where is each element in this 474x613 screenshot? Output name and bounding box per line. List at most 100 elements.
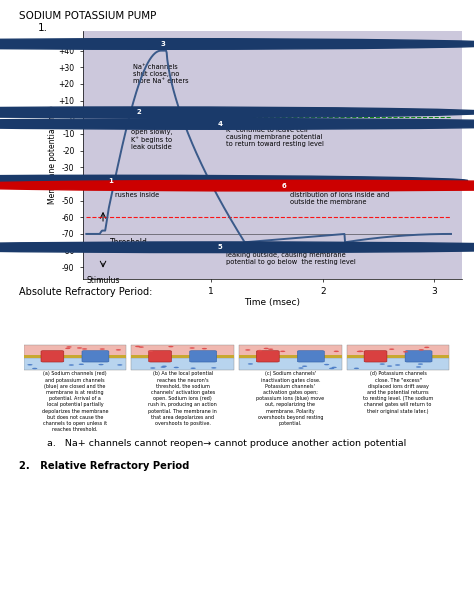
Circle shape — [69, 364, 74, 366]
Bar — [24, 356, 126, 357]
Text: 4: 4 — [218, 121, 223, 127]
Text: (c) Sodium channels'
inactivation gates close.
Potassium channels'
activation ga: (c) Sodium channels' inactivation gates … — [256, 371, 324, 426]
Circle shape — [416, 366, 421, 368]
Bar — [131, 345, 234, 357]
Bar — [347, 357, 449, 370]
Circle shape — [324, 364, 329, 365]
Circle shape — [380, 364, 385, 365]
Circle shape — [66, 346, 72, 348]
Circle shape — [0, 119, 474, 129]
Bar — [347, 356, 449, 357]
Circle shape — [302, 365, 307, 367]
Circle shape — [117, 364, 122, 366]
FancyBboxPatch shape — [149, 351, 172, 362]
Bar — [239, 357, 342, 359]
Circle shape — [245, 349, 250, 351]
Circle shape — [202, 348, 207, 349]
Text: (a) Sodium channels (red)
and potassium channels
(blue) are closed and the
membr: (a) Sodium channels (red) and potassium … — [42, 371, 108, 432]
Text: 2.   Relative Refractory Period: 2. Relative Refractory Period — [19, 461, 189, 471]
Text: (b) As the local potential
reaches the neuron's
threshold, the sodium
channels' : (b) As the local potential reaches the n… — [148, 371, 217, 426]
Circle shape — [138, 346, 144, 348]
Circle shape — [79, 364, 84, 365]
Text: 2: 2 — [137, 109, 141, 115]
Bar — [131, 357, 234, 359]
Circle shape — [148, 351, 153, 352]
Circle shape — [418, 364, 423, 365]
Circle shape — [358, 351, 364, 352]
Circle shape — [190, 347, 195, 349]
Text: K⁺ channels close slowly, K⁺ keeps
leaking outside, causing membrane
potential t: K⁺ channels close slowly, K⁺ keeps leaki… — [226, 244, 356, 265]
Text: Absolute Refractory Period:: Absolute Refractory Period: — [19, 287, 152, 297]
Circle shape — [82, 348, 87, 349]
Text: a.   Na+ channels cannot reopen→ cannot produce another action potential: a. Na+ channels cannot reopen→ cannot pr… — [47, 439, 407, 448]
Circle shape — [162, 365, 167, 367]
X-axis label: Time (msec): Time (msec) — [245, 298, 301, 306]
Bar — [24, 357, 126, 370]
Circle shape — [389, 348, 394, 350]
Bar — [24, 357, 126, 359]
FancyBboxPatch shape — [82, 351, 109, 362]
Circle shape — [32, 368, 37, 369]
Circle shape — [77, 347, 82, 349]
Circle shape — [331, 367, 337, 368]
Circle shape — [403, 351, 408, 352]
Bar — [347, 357, 449, 359]
Circle shape — [150, 367, 155, 369]
Text: 5: 5 — [218, 244, 222, 250]
Text: Threshold: Threshold — [109, 238, 147, 247]
Bar — [239, 356, 342, 357]
Bar — [239, 345, 342, 357]
Text: (d) Potassium channels
close. The "excess"
displaced ions drift away
and the pot: (d) Potassium channels close. The "exces… — [363, 371, 433, 414]
Bar — [24, 345, 126, 357]
Circle shape — [211, 367, 217, 368]
Text: 1: 1 — [109, 178, 113, 184]
Text: 3: 3 — [161, 41, 166, 47]
Circle shape — [135, 346, 140, 347]
Circle shape — [173, 367, 179, 368]
Circle shape — [0, 39, 474, 49]
Circle shape — [298, 367, 303, 369]
Text: Na⁺ channels
shut close, no
more Na⁺ enters: Na⁺ channels shut close, no more Na⁺ ent… — [133, 64, 189, 84]
Y-axis label: Membrane potential (mV): Membrane potential (mV) — [48, 105, 57, 204]
Circle shape — [280, 351, 285, 352]
Text: SODIUM POTASSIUM PUMP: SODIUM POTASSIUM PUMP — [19, 11, 156, 21]
FancyBboxPatch shape — [190, 351, 217, 362]
Bar — [131, 356, 234, 357]
Circle shape — [65, 348, 71, 349]
Text: 6: 6 — [282, 183, 286, 189]
Circle shape — [116, 349, 121, 351]
Bar — [131, 357, 234, 370]
Circle shape — [329, 368, 334, 369]
Text: 1.: 1. — [38, 23, 48, 32]
Text: Na⁺/K⁺ pump restores the normal
distribution of ions inside and
outside the memb: Na⁺/K⁺ pump restores the normal distribu… — [291, 184, 402, 205]
Circle shape — [191, 367, 196, 369]
Text: K⁺ channels
open slowly,
K⁺ begins to
leak outside: K⁺ channels open slowly, K⁺ begins to le… — [131, 122, 173, 150]
Text: Stimulus: Stimulus — [86, 276, 120, 284]
Circle shape — [99, 364, 104, 365]
Circle shape — [354, 368, 359, 369]
Bar — [347, 345, 449, 357]
FancyBboxPatch shape — [297, 351, 324, 362]
FancyBboxPatch shape — [256, 351, 279, 362]
Circle shape — [27, 364, 33, 365]
Circle shape — [257, 350, 263, 351]
Circle shape — [168, 346, 173, 348]
Circle shape — [419, 349, 424, 351]
Circle shape — [387, 365, 392, 367]
Circle shape — [395, 364, 400, 366]
FancyBboxPatch shape — [405, 351, 432, 362]
Text: K⁺ continue to leave cell
causing membrane potential
to return toward resting le: K⁺ continue to leave cell causing membra… — [226, 128, 324, 147]
FancyBboxPatch shape — [41, 351, 64, 362]
Circle shape — [357, 351, 362, 352]
Circle shape — [100, 348, 105, 350]
Circle shape — [0, 180, 474, 191]
Circle shape — [424, 346, 429, 348]
Text: Na⁺ channels
open fast, Na⁺
rushes inside: Na⁺ channels open fast, Na⁺ rushes insid… — [115, 177, 164, 198]
Circle shape — [334, 351, 339, 352]
Circle shape — [248, 363, 253, 365]
Circle shape — [264, 348, 269, 349]
Circle shape — [268, 348, 273, 350]
Bar — [239, 357, 342, 370]
Circle shape — [0, 175, 468, 186]
Circle shape — [0, 107, 474, 118]
